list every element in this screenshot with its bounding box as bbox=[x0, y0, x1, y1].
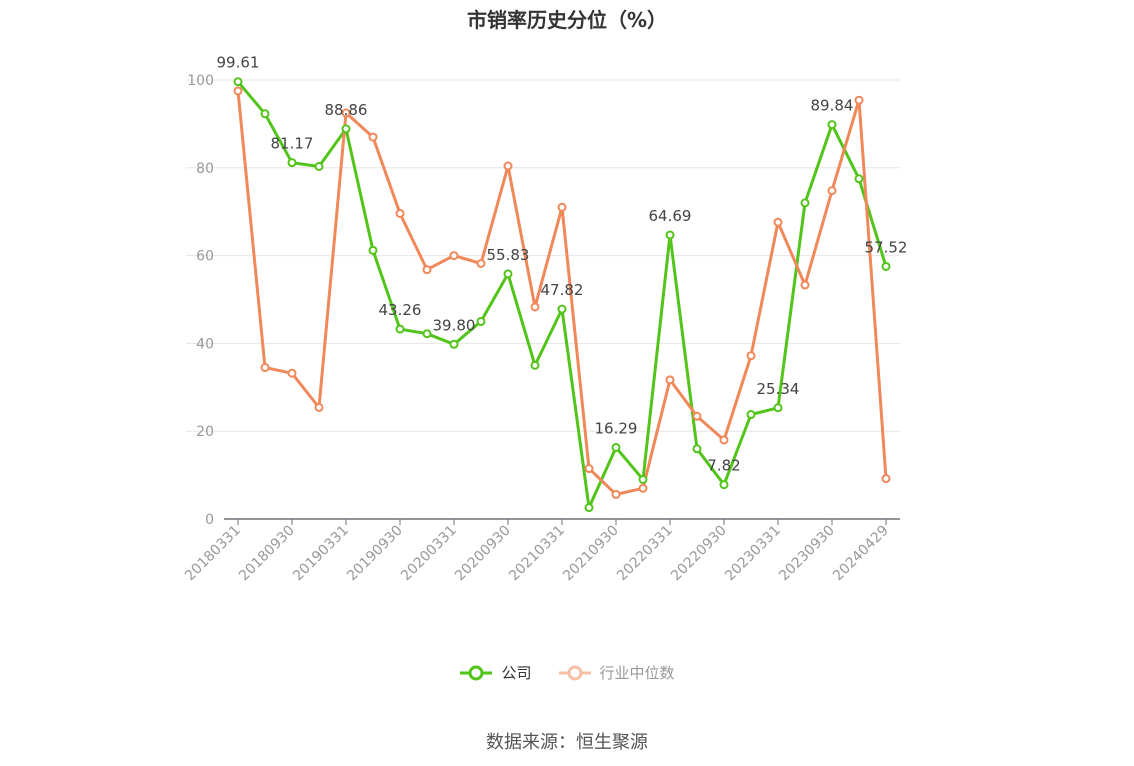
legend-item-company[interactable]: 公司 bbox=[459, 662, 532, 683]
data-label: 7.82 bbox=[707, 457, 740, 475]
data-label: 89.84 bbox=[811, 97, 854, 115]
y-tick-label: 60 bbox=[196, 249, 214, 265]
y-tick-label: 0 bbox=[205, 512, 214, 528]
x-tick-label: 20180930 bbox=[236, 523, 298, 585]
industry-median-point bbox=[881, 474, 891, 484]
industry-median-point bbox=[503, 161, 513, 171]
industry-median-point bbox=[476, 259, 486, 269]
industry-median-point bbox=[719, 435, 729, 445]
data-label: 99.61 bbox=[217, 54, 260, 72]
company-point bbox=[746, 410, 756, 420]
data-label: 55.83 bbox=[487, 246, 530, 264]
x-tick-label: 20210930 bbox=[560, 523, 622, 585]
legend-label-company: 公司 bbox=[501, 664, 532, 682]
company-point bbox=[530, 360, 540, 370]
data-label: 16.29 bbox=[595, 419, 638, 437]
x-tick-label: 20230331 bbox=[722, 523, 784, 585]
x-axis: 2018033120180930201903312019093020200331… bbox=[182, 518, 900, 585]
industry-median-point bbox=[854, 95, 864, 105]
legend-item-industry[interactable]: 行业中位数 bbox=[558, 662, 675, 683]
company-point bbox=[422, 329, 432, 339]
series-lines bbox=[233, 77, 891, 513]
company-point bbox=[476, 316, 486, 326]
company-point bbox=[692, 444, 702, 454]
x-tick-label: 20190930 bbox=[344, 523, 406, 585]
data-label: 43.26 bbox=[379, 301, 422, 319]
data-label: 81.17 bbox=[271, 135, 314, 153]
y-tick-label: 20 bbox=[196, 424, 214, 440]
industry-median-point bbox=[827, 186, 837, 196]
industry-median-point bbox=[449, 251, 459, 261]
legend: 公司 行业中位数 bbox=[0, 662, 1134, 683]
company-point bbox=[719, 480, 729, 490]
company-point bbox=[827, 120, 837, 130]
y-axis: 0 20 40 60 80 100 bbox=[187, 73, 214, 528]
x-tick-label: 20200331 bbox=[398, 523, 460, 585]
company-point bbox=[233, 77, 243, 87]
x-tick-label: 20220930 bbox=[668, 523, 730, 585]
company-point bbox=[611, 442, 621, 452]
source-note: 数据来源：恒生聚源 bbox=[486, 732, 648, 753]
chart-title: 市销率历史分位（%） bbox=[466, 8, 668, 32]
company-point bbox=[773, 403, 783, 413]
legend-label-industry: 行业中位数 bbox=[599, 664, 675, 682]
x-tick-label: 20230930 bbox=[776, 523, 838, 585]
y-tick-label: 80 bbox=[196, 161, 214, 177]
company-point bbox=[314, 161, 324, 171]
company-point bbox=[287, 158, 297, 168]
data-label: 88.86 bbox=[325, 101, 368, 119]
industry-median-point bbox=[665, 375, 675, 385]
data-label: 39.80 bbox=[433, 316, 476, 334]
x-tick-label: 20190331 bbox=[290, 523, 352, 585]
company-point bbox=[557, 304, 567, 314]
legend-company-icon bbox=[460, 665, 493, 680]
industry-median-point bbox=[287, 368, 297, 378]
company-point bbox=[395, 324, 405, 334]
company-point bbox=[584, 503, 594, 513]
industry-median-point bbox=[395, 208, 405, 218]
data-label: 64.69 bbox=[649, 207, 692, 225]
industry-median-point bbox=[422, 265, 432, 275]
legend-industry-icon bbox=[558, 665, 591, 680]
industry-median-point bbox=[233, 86, 243, 96]
industry-median-point bbox=[800, 280, 810, 290]
x-tick-label: 20210331 bbox=[506, 523, 568, 585]
company-point bbox=[260, 109, 270, 119]
company-point bbox=[368, 245, 378, 255]
industry-median-point bbox=[584, 464, 594, 474]
data-labels: 99.61 81.17 88.86 43.26 39.80 55.83 47.82 16.29… bbox=[217, 54, 908, 475]
x-tick-label: 20200930 bbox=[452, 523, 514, 585]
industry-median-point bbox=[260, 363, 270, 373]
company-point bbox=[341, 124, 351, 134]
data-label: 47.82 bbox=[541, 281, 584, 299]
company-point bbox=[638, 474, 648, 484]
industry-median-point bbox=[530, 302, 540, 312]
x-tick-label: 20240429 bbox=[830, 523, 892, 585]
industry-median-point bbox=[341, 108, 351, 118]
data-label: 57.52 bbox=[865, 238, 908, 256]
company-point bbox=[881, 261, 891, 271]
industry-median-point bbox=[773, 217, 783, 227]
grid-lines bbox=[186, 79, 900, 432]
industry-median-point bbox=[692, 411, 702, 421]
y-tick-label: 100 bbox=[187, 73, 214, 89]
company-point bbox=[665, 230, 675, 240]
data-label: 25.34 bbox=[757, 380, 800, 398]
x-tick-label: 20180331 bbox=[182, 523, 244, 585]
industry-median-point bbox=[746, 351, 756, 361]
company-point bbox=[854, 174, 864, 184]
company-point bbox=[800, 198, 810, 208]
industry-median-point bbox=[368, 132, 378, 142]
company-point bbox=[503, 269, 513, 279]
x-tick-label: 20220331 bbox=[614, 523, 676, 585]
industry-median-point bbox=[638, 483, 648, 493]
line-chart: 0 20 40 60 80 100 201803312018093020190331201… bbox=[182, 54, 908, 585]
industry-median-point bbox=[611, 489, 621, 499]
company-point bbox=[449, 339, 459, 349]
industry-median-point bbox=[314, 402, 324, 412]
industry-median-point bbox=[557, 202, 567, 212]
y-tick-label: 40 bbox=[196, 336, 214, 352]
